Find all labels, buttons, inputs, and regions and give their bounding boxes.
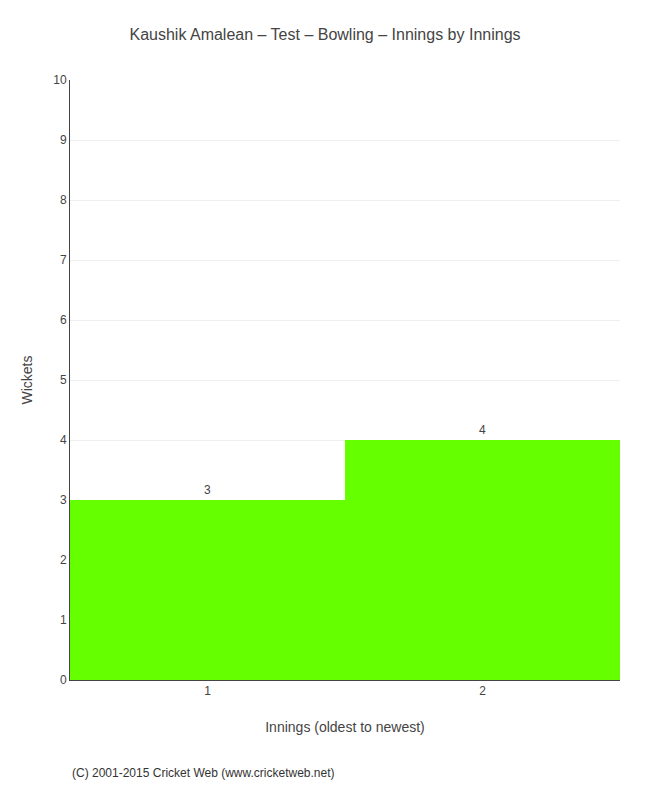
svg-text:9: 9 (60, 133, 67, 147)
svg-text:3: 3 (60, 493, 67, 507)
svg-text:0: 0 (60, 673, 67, 687)
svg-text:10: 10 (53, 73, 67, 87)
svg-text:1: 1 (204, 684, 211, 698)
svg-text:(C) 2001-2015 Cricket Web (www: (C) 2001-2015 Cricket Web (www.cricketwe… (72, 766, 335, 780)
svg-text:Kaushik Amalean – Test – Bowli: Kaushik Amalean – Test – Bowling – Innin… (129, 26, 520, 43)
svg-text:7: 7 (60, 253, 67, 267)
svg-text:1: 1 (60, 613, 67, 627)
svg-text:2: 2 (479, 684, 486, 698)
svg-text:6: 6 (60, 313, 67, 327)
svg-text:3: 3 (204, 483, 211, 497)
svg-text:Wickets: Wickets (19, 356, 35, 405)
svg-text:Innings (oldest to newest): Innings (oldest to newest) (265, 719, 425, 735)
svg-text:8: 8 (60, 193, 67, 207)
svg-text:5: 5 (60, 373, 67, 387)
svg-text:2: 2 (60, 553, 67, 567)
svg-text:4: 4 (60, 433, 67, 447)
svg-text:4: 4 (479, 423, 486, 437)
